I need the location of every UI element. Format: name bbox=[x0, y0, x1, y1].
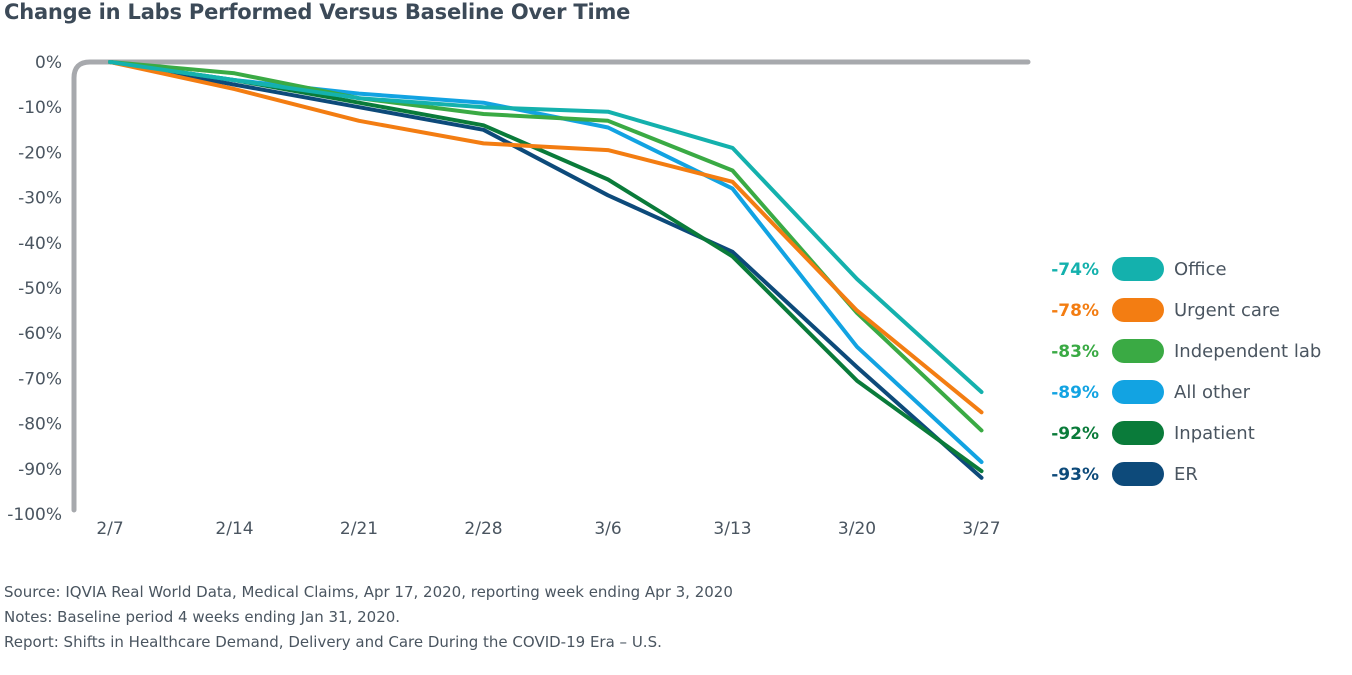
y-tick-label: -100% bbox=[7, 505, 62, 525]
legend-swatch bbox=[1112, 257, 1164, 281]
x-tick-label: 2/14 bbox=[215, 519, 253, 539]
x-tick-label: 3/27 bbox=[962, 519, 1000, 539]
series-line-office bbox=[108, 60, 984, 394]
report-note: Report: Shifts in Healthcare Demand, Del… bbox=[4, 633, 662, 651]
legend-swatch bbox=[1112, 298, 1164, 322]
y-tick-label: -30% bbox=[18, 189, 62, 209]
legend-swatch bbox=[1112, 339, 1164, 363]
legend-item: -78% Urgent care bbox=[1051, 298, 1280, 322]
source-note: Source: IQVIA Real World Data, Medical C… bbox=[4, 583, 733, 601]
legend-final-value: -83% bbox=[1051, 342, 1099, 362]
chart-axes bbox=[71, 59, 1031, 513]
x-axis-ticks: 2/7 2/14 2/21 2/28 3/6 3/13 3/20 3/27 bbox=[96, 519, 1000, 539]
legend-item: -93% ER bbox=[1051, 462, 1198, 486]
line-chart: 0% -10% -20% -30% -40% -50% -60% -70% -80% -90% -1… bbox=[7, 53, 1321, 539]
y-tick-label: -80% bbox=[18, 415, 62, 435]
x-tick-label: 2/21 bbox=[340, 519, 378, 539]
chart-title: Change in Labs Performed Versus Baseline… bbox=[4, 0, 631, 24]
legend-series-name: Independent lab bbox=[1174, 341, 1321, 362]
x-tick-label: 3/13 bbox=[713, 519, 751, 539]
legend-series-name: Urgent care bbox=[1174, 300, 1280, 321]
y-tick-label: -40% bbox=[18, 234, 62, 254]
legend-item: -92% Inpatient bbox=[1051, 421, 1255, 445]
x-tick-label: 2/28 bbox=[464, 519, 502, 539]
y-tick-label: -60% bbox=[18, 324, 62, 344]
series-line-all-other bbox=[108, 60, 984, 464]
series-line-er bbox=[108, 60, 984, 480]
legend-series-name: Office bbox=[1174, 259, 1227, 280]
legend-final-value: -93% bbox=[1051, 465, 1099, 485]
series-line-urgent-care bbox=[108, 60, 984, 415]
legend-final-value: -89% bbox=[1051, 383, 1099, 403]
axis-line bbox=[71, 59, 1031, 513]
legend-item: -89% All other bbox=[1051, 380, 1251, 404]
legend-series-name: All other bbox=[1174, 382, 1251, 403]
legend-final-value: -78% bbox=[1051, 301, 1099, 321]
legend-swatch bbox=[1112, 421, 1164, 445]
baseline-note: Notes: Baseline period 4 weeks ending Ja… bbox=[4, 608, 401, 626]
legend-final-value: -74% bbox=[1051, 260, 1099, 280]
legend-item: -83% Independent lab bbox=[1051, 339, 1321, 363]
x-tick-label: 2/7 bbox=[96, 519, 123, 539]
y-tick-label: -20% bbox=[18, 143, 62, 163]
legend: -74% Office -78% Urgent care -83% Independent… bbox=[1051, 257, 1321, 486]
y-tick-label: -70% bbox=[18, 369, 62, 389]
legend-final-value: -92% bbox=[1051, 424, 1099, 444]
y-tick-label: -90% bbox=[18, 460, 62, 480]
series-line-inpatient bbox=[108, 60, 984, 474]
x-tick-label: 3/6 bbox=[594, 519, 621, 539]
legend-item: -74% Office bbox=[1051, 257, 1227, 281]
x-tick-label: 3/20 bbox=[838, 519, 876, 539]
y-tick-label: -10% bbox=[18, 98, 62, 118]
y-axis-ticks: 0% -10% -20% -30% -40% -50% -60% -70% -80% -90% -1… bbox=[7, 53, 62, 525]
legend-swatch bbox=[1112, 462, 1164, 486]
y-tick-label: 0% bbox=[35, 53, 62, 73]
legend-series-name: Inpatient bbox=[1174, 423, 1255, 444]
y-tick-label: -50% bbox=[18, 279, 62, 299]
series-lines bbox=[108, 60, 984, 480]
legend-series-name: ER bbox=[1174, 464, 1198, 485]
legend-swatch bbox=[1112, 380, 1164, 404]
